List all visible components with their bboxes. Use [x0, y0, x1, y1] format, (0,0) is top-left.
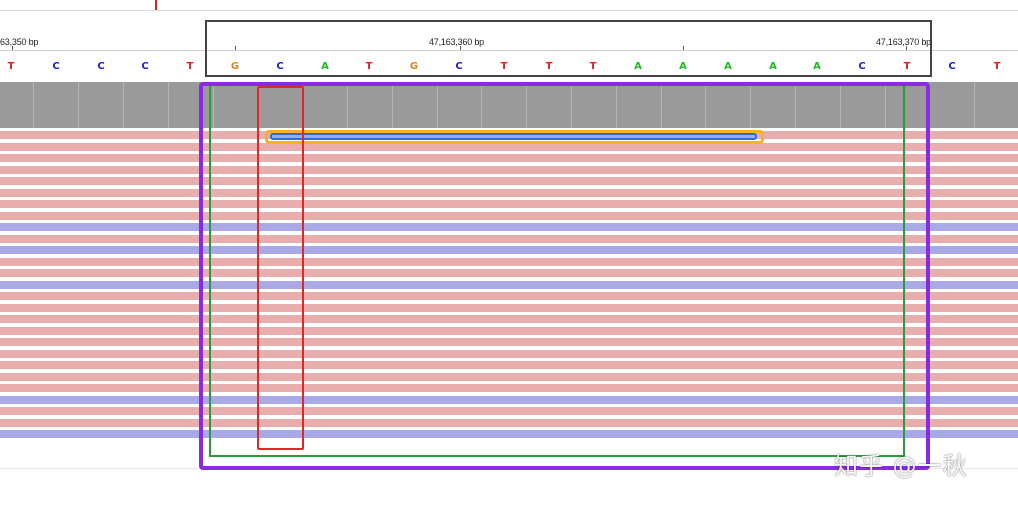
coverage-column-divider [78, 82, 79, 128]
read-forward-strand[interactable] [0, 384, 1018, 392]
read-reverse-strand[interactable] [0, 223, 1018, 231]
ruler-tick [906, 46, 907, 50]
reference-base: A [679, 61, 687, 72]
read-forward-strand[interactable] [0, 304, 1018, 312]
reference-base: C [141, 61, 149, 72]
reference-base: G [230, 61, 240, 72]
read-reverse-strand[interactable] [0, 430, 1018, 438]
reference-base: C [858, 61, 866, 72]
top-divider [0, 10, 1018, 11]
read-forward-strand[interactable] [0, 154, 1018, 162]
coverage-column-divider [885, 82, 886, 128]
coverage-column-divider [571, 82, 572, 128]
highlighted-read-outline [265, 130, 764, 144]
reference-base: A [724, 61, 732, 72]
read-reverse-strand[interactable] [0, 246, 1018, 254]
coverage-column-divider [750, 82, 751, 128]
highlighted-read[interactable] [270, 133, 757, 140]
ruler-tick [235, 46, 236, 50]
reference-base: T [500, 61, 508, 72]
watermark-text: 知乎 @一秋 [834, 452, 968, 480]
reference-base: T [365, 61, 373, 72]
coverage-column-divider [616, 82, 617, 128]
read-forward-strand[interactable] [0, 338, 1018, 346]
read-forward-strand[interactable] [0, 350, 1018, 358]
read-forward-strand[interactable] [0, 373, 1018, 381]
reference-base: C [455, 61, 463, 72]
reference-base: A [321, 61, 329, 72]
ruler-label-left: 63,350 bp [0, 37, 39, 47]
ruler-tick [12, 46, 13, 50]
coverage-column-divider [437, 82, 438, 128]
ruler-label-right: 47,163,370 bp [876, 37, 931, 47]
ruler-baseline [0, 50, 1018, 51]
ruler-tick [460, 46, 461, 50]
current-position-marker [155, 0, 157, 10]
coverage-column-divider [840, 82, 841, 128]
coverage-column-divider [213, 82, 214, 128]
reference-base: C [276, 61, 284, 72]
reference-base: T [7, 61, 15, 72]
coverage-column-divider [481, 82, 482, 128]
read-forward-strand[interactable] [0, 235, 1018, 243]
coverage-column-divider [302, 82, 303, 128]
coverage-track[interactable] [0, 82, 1018, 128]
read-forward-strand[interactable] [0, 292, 1018, 300]
reference-base: T [903, 61, 911, 72]
read-forward-strand[interactable] [0, 177, 1018, 185]
coverage-column-divider [392, 82, 393, 128]
read-forward-strand[interactable] [0, 143, 1018, 151]
read-forward-strand[interactable] [0, 166, 1018, 174]
coverage-column-divider [929, 82, 930, 128]
ruler-tick [683, 46, 684, 50]
reference-base: C [52, 61, 60, 72]
coverage-column-divider [168, 82, 169, 128]
read-forward-strand[interactable] [0, 407, 1018, 415]
reference-base: A [769, 61, 777, 72]
reference-base: G [409, 61, 419, 72]
read-reverse-strand[interactable] [0, 281, 1018, 289]
reference-base: T [545, 61, 553, 72]
reference-base: A [813, 61, 821, 72]
reference-base: C [948, 61, 956, 72]
reference-base: T [186, 61, 194, 72]
ruler-label-middle: 47,163,360 bp [429, 37, 484, 47]
read-forward-strand[interactable] [0, 269, 1018, 277]
read-forward-strand[interactable] [0, 315, 1018, 323]
coverage-column-divider [974, 82, 975, 128]
reference-base: T [589, 61, 597, 72]
coverage-column-divider [347, 82, 348, 128]
reference-base: C [97, 61, 105, 72]
coverage-column-divider [257, 82, 258, 128]
reference-base: T [993, 61, 1001, 72]
read-forward-strand[interactable] [0, 212, 1018, 220]
read-forward-strand[interactable] [0, 327, 1018, 335]
reference-base: A [634, 61, 642, 72]
read-forward-strand[interactable] [0, 258, 1018, 266]
read-forward-strand[interactable] [0, 200, 1018, 208]
read-reverse-strand[interactable] [0, 396, 1018, 404]
coverage-column-divider [795, 82, 796, 128]
read-forward-strand[interactable] [0, 419, 1018, 427]
read-forward-strand[interactable] [0, 361, 1018, 369]
coverage-column-divider [661, 82, 662, 128]
coverage-column-divider [33, 82, 34, 128]
coverage-column-divider [123, 82, 124, 128]
read-forward-strand[interactable] [0, 189, 1018, 197]
coverage-column-divider [705, 82, 706, 128]
coverage-column-divider [526, 82, 527, 128]
